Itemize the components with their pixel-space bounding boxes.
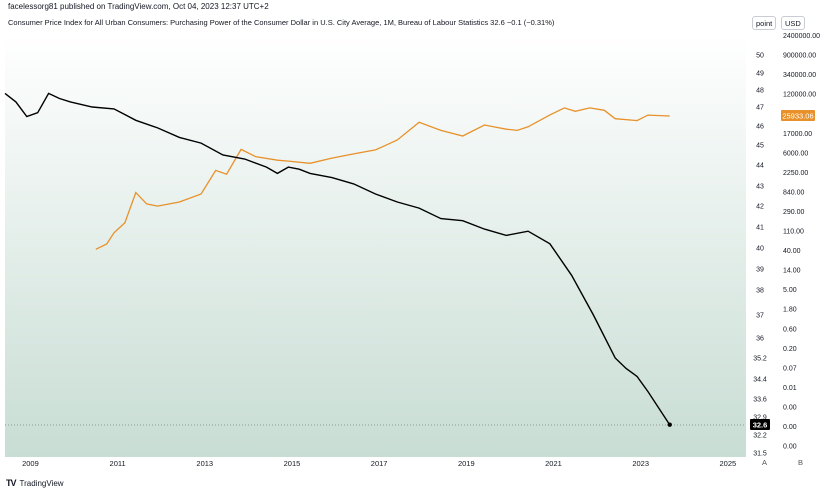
chart-title: Consumer Price Index for All Urban Consu… — [8, 18, 555, 27]
footer-brand: TradingView — [19, 478, 64, 488]
left-scale-label: 46 — [756, 124, 764, 131]
plot-area — [5, 34, 746, 457]
right-scale-label: 17000.00 — [783, 131, 812, 138]
right-scale-label: 0.00 — [783, 424, 797, 431]
right-scale-label: 110.00 — [783, 229, 804, 236]
right-scale-label: 0.00 — [783, 444, 797, 451]
scale-mode-b[interactable]: B — [798, 458, 803, 467]
left-scale-label: 32.2 — [753, 433, 767, 440]
point-button[interactable]: point — [752, 16, 777, 30]
x-tick-label: 2015 — [284, 459, 301, 468]
right-scale-label: 900000.00 — [783, 53, 816, 60]
right-scale-label: 340000.00 — [783, 72, 816, 79]
right-scale-label: 5.00 — [783, 287, 797, 294]
x-tick-label: 2009 — [22, 459, 39, 468]
right-scale-label: 40.00 — [783, 248, 801, 255]
right-scale-label: 0.07 — [783, 365, 797, 372]
left-scale-label: 36 — [756, 336, 764, 343]
left-scale-label: 38 — [756, 288, 764, 295]
x-tick-label: 2021 — [545, 459, 562, 468]
cpi-series-line — [4, 92, 671, 426]
right-scale-label: 0.60 — [783, 326, 797, 333]
left-scale-label: 35.2 — [753, 356, 767, 363]
x-tick-label: 2023 — [632, 459, 649, 468]
right-scale-label: 0.00 — [783, 404, 797, 411]
publisher-line: facelessorg81 published on TradingView.c… — [8, 2, 269, 11]
left-scale-label: 44 — [756, 163, 764, 170]
left-scale-label: 40 — [756, 246, 764, 253]
scale-mode-a[interactable]: A — [762, 458, 767, 467]
left-scale-label: 34.4 — [753, 377, 767, 384]
left-scale-label: 43 — [756, 184, 764, 191]
right-scale-label: 120000.00 — [783, 92, 816, 99]
x-tick-label: 2013 — [196, 459, 213, 468]
btc-series-line — [95, 107, 670, 250]
x-tick-label: 2017 — [371, 459, 388, 468]
left-scale-label: 49 — [756, 71, 764, 78]
right-scale-label: 2400000.00 — [783, 33, 820, 40]
right-scale-label: 1.80 — [783, 307, 797, 314]
right-scale-label: 6000.00 — [783, 150, 808, 157]
left-scale-label: 42 — [756, 204, 764, 211]
last-point-marker — [667, 422, 672, 427]
left-scale-label: 50 — [756, 53, 764, 60]
left-scale-label: 32.9 — [753, 415, 767, 422]
x-tick-label: 2025 — [719, 459, 736, 468]
right-scale-label: 290.00 — [783, 209, 805, 216]
left-scale-label: 37 — [756, 313, 764, 320]
left-scale-label: 41 — [756, 225, 764, 232]
left-scale-label: 45 — [756, 143, 764, 150]
last-value-badge: 32.6 — [750, 419, 770, 430]
x-tick-label: 2019 — [458, 459, 475, 468]
right-scale-label: 14.00 — [783, 268, 801, 275]
left-scale-label: 31.5 — [753, 451, 767, 458]
price-scale-area — [746, 34, 829, 467]
left-scale-label: 47 — [756, 105, 764, 112]
footer: TV TradingView — [6, 478, 64, 488]
currency-button[interactable]: USD — [781, 16, 805, 30]
btc-value-label: 25933.06 — [782, 112, 813, 121]
x-tick-label: 2011 — [110, 459, 126, 468]
left-scale-label: 48 — [756, 88, 764, 95]
btc-value-badge: 25933.06 — [781, 110, 815, 121]
right-scale-label: 2250.00 — [783, 170, 808, 177]
tradingview-logo: TV — [6, 478, 16, 488]
right-scale-label: 0.20 — [783, 346, 797, 353]
last-value-label: 32.6 — [753, 421, 768, 430]
left-scale-label: 33.6 — [753, 397, 767, 404]
right-scale-label: 0.01 — [783, 385, 797, 392]
left-scale-label: 39 — [756, 267, 764, 274]
right-scale-label: 840.00 — [783, 189, 805, 196]
